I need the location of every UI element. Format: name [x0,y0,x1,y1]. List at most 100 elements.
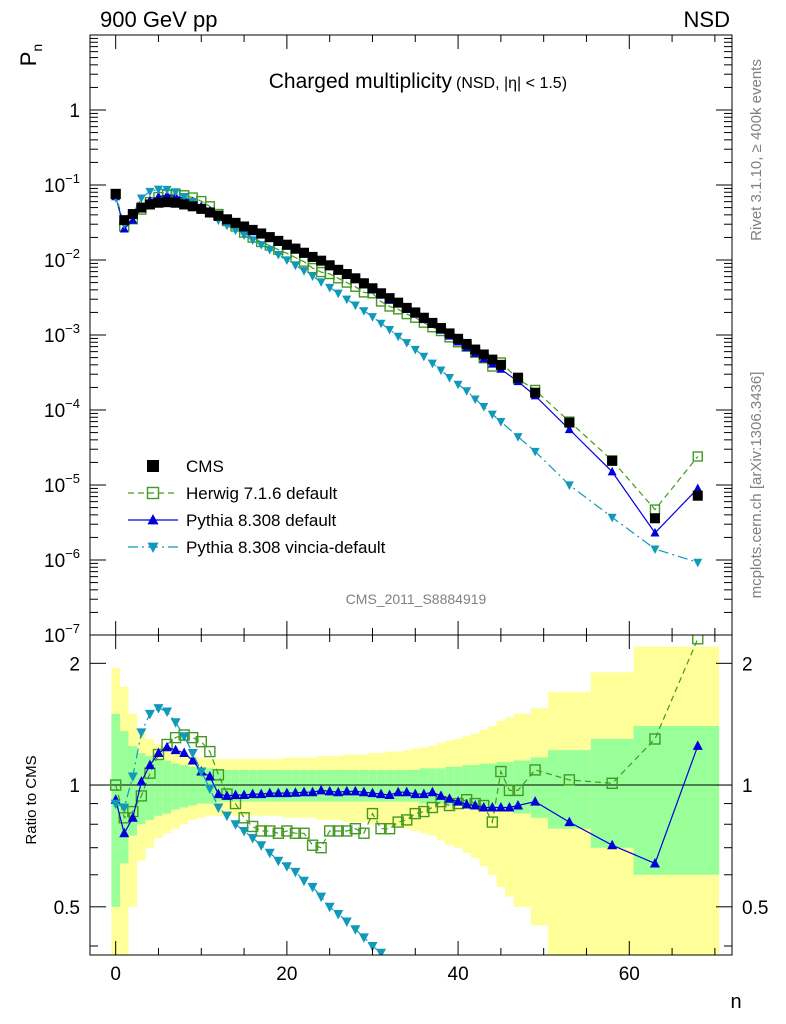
cms-point [144,199,155,210]
pythia-ratio-point [530,796,541,806]
y-tick-label: 10−6 [44,546,80,572]
pythia-ratio-point [136,776,147,786]
pythia-ratio-point [461,799,472,809]
cms-point [418,312,429,323]
cms-point [649,513,660,524]
cms-point [127,209,138,220]
pythia-ratio-point [333,786,344,797]
vincia-point [350,301,360,311]
vincia-point [436,366,446,376]
cms-point [230,217,241,228]
pythia-ratio-point [187,755,198,765]
main-plot-series [110,185,703,568]
cms-point [324,260,335,271]
outer-band-bin [547,691,591,955]
pythia-line [115,194,699,534]
cms-point [187,201,198,212]
pythia-ratio-point [470,800,481,810]
pythia-ratio-point [427,786,438,797]
pythia-ratio-point [153,747,164,758]
vincia-point [316,278,326,287]
pythia-point [162,190,172,199]
y-axis-label: Pn [16,44,45,66]
herwig-ratio-point [212,769,225,781]
pythia-ratio-point [410,788,421,799]
inner-band-bin [342,769,352,802]
cms-point [136,202,147,213]
inner-band-bin [496,762,506,812]
y-axis-label-base: P [16,52,41,67]
herwig-legend-marker [146,486,160,500]
pythia-ratio-point [478,802,489,812]
y-tick-label-base: 10 [44,251,65,272]
inner-band-bin [162,760,172,814]
herwig-ratio-point [649,733,661,745]
y-axis-label-sub: n [29,44,45,52]
cms-point [281,239,292,250]
y-tick-label-exponent: −3 [65,321,80,336]
inner-band-bin [154,758,163,816]
chart-title: Charged multiplicity [269,70,453,93]
herwig-point [692,451,703,462]
inner-band-bin [333,769,343,802]
pythia-ratio-point [358,786,369,797]
vincia-ratio-point [136,728,147,738]
inner-band-bin [351,769,360,802]
pythia-ratio-point [487,802,498,812]
pythia-point [650,527,660,537]
herwig-ratio-point [692,635,704,645]
cms-point [341,269,352,280]
inner-band-bin [633,725,720,875]
herwig-ratio-point [512,784,524,797]
inner-band-bin [411,769,420,802]
inner-band-bin [308,769,317,802]
cms-point [110,188,121,199]
vincia-ratio-point [153,704,164,714]
inner-band-bin [530,757,548,818]
inner-band-bin [359,769,369,802]
herwig-ratio-point [135,790,148,802]
y-tick-label: 10−7 [44,621,80,647]
cms-point [358,278,369,289]
ratio-uncertainty-bands [111,646,720,955]
vincia-point [325,283,335,293]
chart-title-suffix: (NSD, |η| < 1.5) [456,75,567,92]
cms-point [350,273,361,284]
vincia-point [248,236,258,245]
pythia-ratio-point [247,788,258,799]
pythia-ratio-point [607,839,618,850]
herwig-ratio-line [115,638,699,849]
cms-point [495,359,506,370]
vincia-ratio-point [341,917,352,927]
vincia-point [376,319,386,329]
vincia-ratio-point [162,707,173,718]
vincia-ratio-point [333,909,344,920]
inner-band-bin [239,769,249,802]
cms-point [692,490,703,501]
vincia-ratio-point [239,826,250,837]
cms-point [179,199,190,210]
vincia-point [650,545,660,554]
cms-point [170,197,181,208]
inner-band-bin [197,768,206,804]
herwig-ratio-point [306,839,319,851]
header-right-label: NSD [684,7,730,32]
vincia-ratio-point [119,803,130,814]
vincia-point [419,352,429,362]
pythia-ratio-point [221,790,232,800]
vincia-ratio-point [144,709,155,720]
vincia-ratio-point [110,799,121,810]
herwig-ratio-point [409,807,421,820]
vincia-point [385,326,395,335]
herwig-ratio-point [392,816,404,828]
ratio-y-tick-label: 0.5 [54,898,80,919]
inner-band-bin [137,753,146,825]
vincia-ratio-point [247,833,258,844]
ratio-y-tick-label-right: 0.5 [742,898,768,919]
vincia-point [308,272,318,282]
pythia-ratio-point [341,785,352,796]
pythia-ratio-point [418,788,429,799]
vincia-point [265,245,275,255]
pythia-ratio-point [256,788,267,799]
